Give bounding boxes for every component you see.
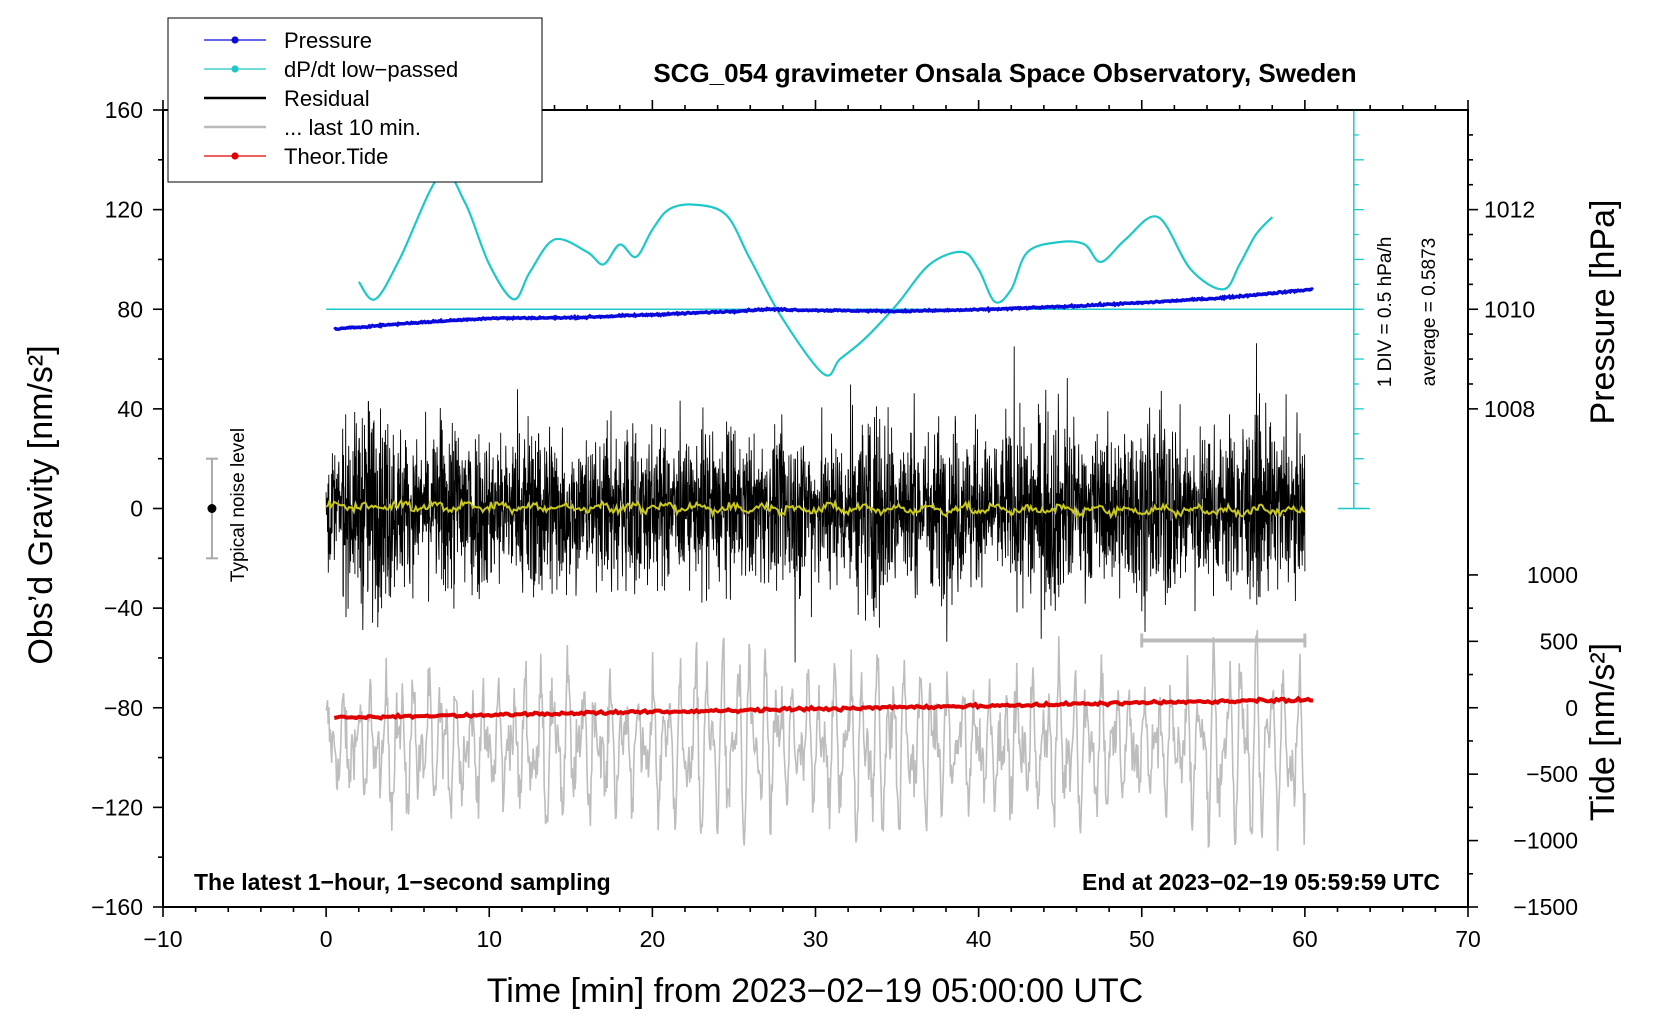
tide-tick-label: 500	[1540, 628, 1578, 654]
x-tick-label: −10	[143, 926, 182, 952]
chart-title: SCG_054 gravimeter Onsala Space Observat…	[653, 58, 1356, 88]
note-end-time: End at 2023−02−19 05:59:59 UTC	[1082, 869, 1440, 895]
legend: Pressure dP/dt low−passed Residual ... last…	[167, 17, 543, 183]
noise-level-label: Typical noise level	[228, 428, 249, 582]
x-axis-title: Time [min] from 2023−02−19 05:00:00 UTC	[487, 972, 1143, 1010]
y-tick-label: 80	[117, 296, 143, 322]
last-10-min-line	[325, 630, 1306, 852]
x-tick-label: 0	[320, 926, 333, 952]
y-axis-title-left: Obs’d Gravity [nm/s²]	[22, 345, 60, 664]
residual-layer	[325, 343, 1306, 663]
y-tick-label: 120	[105, 197, 143, 223]
x-tick-label: 20	[640, 926, 666, 952]
y-tick-label: 0	[130, 496, 143, 522]
pressure-line	[333, 287, 1314, 332]
tide-tick-label: −1000	[1513, 828, 1578, 854]
residual-smoothed-line	[325, 497, 1306, 520]
y-tick-label: −40	[104, 595, 143, 621]
legend-label: Pressure	[284, 28, 372, 53]
legend-swatch-dot	[231, 65, 239, 73]
x-tick-label: 70	[1455, 926, 1481, 952]
y-tick-label: −80	[104, 695, 143, 721]
tide-tick-label: 0	[1565, 695, 1578, 721]
legend-box	[167, 17, 543, 183]
pressure-tick-label: 1010	[1484, 296, 1535, 322]
legend-label: dP/dt low−passed	[284, 57, 458, 82]
pressure-tick-label: 1008	[1484, 396, 1535, 422]
y-tick-label: −160	[91, 894, 143, 920]
legend-label: ... last 10 min.	[284, 115, 421, 140]
tide-line	[333, 695, 1314, 721]
dpdt-average-label: average = 0.5873	[1419, 238, 1440, 386]
x-tick-label: 40	[966, 926, 992, 952]
tide-tick-label: −500	[1526, 761, 1578, 787]
x-tick-label: 30	[803, 926, 829, 952]
x-tick-label: 60	[1292, 926, 1318, 952]
legend-swatch-dot	[231, 152, 239, 160]
y-axis-title-pressure: Pressure [hPa]	[1584, 200, 1622, 425]
residual-line	[325, 343, 1306, 663]
x-tick-label: 10	[476, 926, 502, 952]
pressure-tick-label: 1012	[1484, 197, 1535, 223]
noise-bar-dot	[207, 504, 217, 513]
tide-tick-label: −1500	[1513, 894, 1578, 920]
dpdt-line	[357, 171, 1274, 377]
legend-swatch-dot	[231, 36, 239, 44]
dpdt-div-label: 1 DIV = 0.5 hPa/h	[1375, 237, 1396, 388]
legend-label: Residual	[284, 86, 370, 111]
frame-layer: −10 0 10 20 30 40 50 60 70 −160 −120 −80 −40 0 40 80 120…	[91, 97, 1578, 952]
legend-label: Theor.Tide	[284, 144, 388, 169]
y-tick-label: −120	[91, 794, 143, 820]
tide-tick-label: 1000	[1527, 562, 1578, 588]
last-10-min-layer	[325, 630, 1306, 852]
y-tick-label: 40	[117, 396, 143, 422]
overlay-layer	[205, 109, 1370, 721]
x-tick-label: 50	[1129, 926, 1155, 952]
y-tick-label: 160	[105, 97, 143, 123]
y-axis-title-tide: Tide [nm/s²]	[1584, 643, 1622, 821]
note-sampling: The latest 1−hour, 1−second sampling	[194, 869, 611, 895]
